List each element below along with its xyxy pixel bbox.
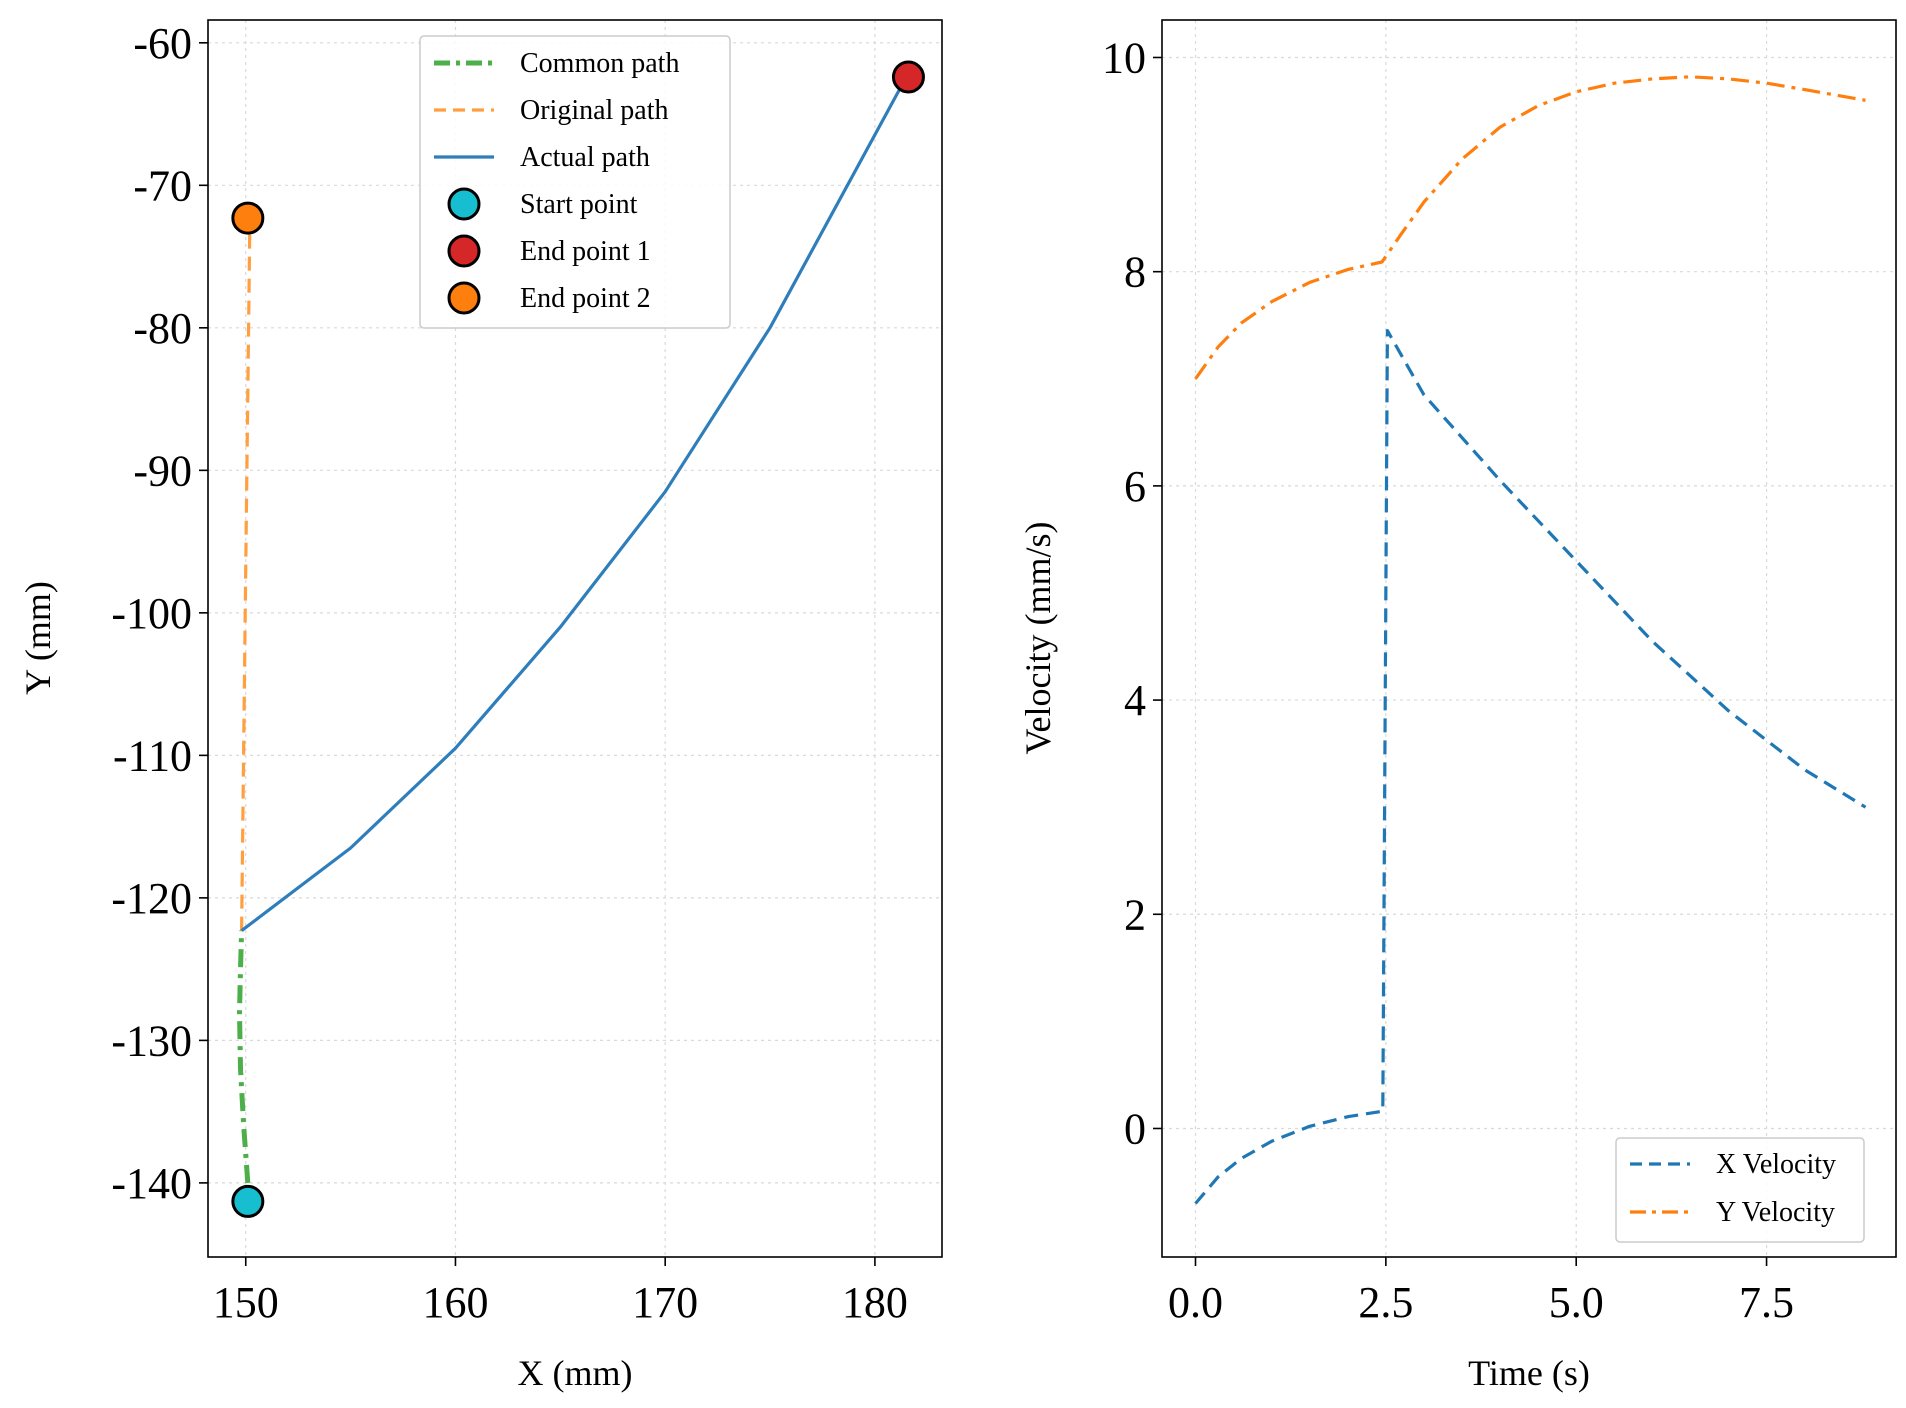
y-tick-label: -140 — [111, 1159, 192, 1208]
legend-label: X Velocity — [1716, 1149, 1836, 1180]
x-tick-label: 150 — [213, 1278, 279, 1327]
x-tick-label: 2.5 — [1358, 1278, 1413, 1327]
legend-label: End point 2 — [520, 283, 651, 314]
legend-label: Original path — [520, 95, 669, 126]
y-tick-label: 8 — [1124, 248, 1146, 297]
y-tick-label: -80 — [133, 304, 192, 353]
subplot-velocity: 0.0 2.5 5.0 7.5 0 2 4 6 8 10 Time (s) Velocity (m… — [1018, 19, 1897, 1393]
series-original-path — [240, 218, 252, 931]
series-actual-path — [240, 76, 908, 932]
y-tick-label: -130 — [111, 1016, 192, 1065]
y-tick-label: -100 — [111, 589, 192, 638]
y-tick-label: -60 — [133, 19, 192, 68]
y-tick-label: 2 — [1124, 890, 1146, 939]
y-tick-label: 6 — [1124, 462, 1146, 511]
axes-frame-left — [207, 19, 943, 1258]
y-axis-label-right: Velocity (mm/s) — [1018, 522, 1058, 755]
y-tick-label: -110 — [113, 731, 192, 780]
x-axis-label-left: X (mm) — [518, 1353, 633, 1393]
axes-frame-right — [1161, 19, 1897, 1258]
series-y-velocity — [1194, 75, 1866, 380]
plot-area-right — [1162, 20, 1896, 1257]
subplot-path: 150 160 170 180 -140 -130 -120 -110 -100 -90 -80 -7… — [18, 19, 943, 1393]
legend-right: X Velocity Y Velocity — [1615, 1137, 1865, 1243]
x-tick-label: 160 — [422, 1278, 488, 1327]
series-left — [237, 76, 908, 1184]
series-x-velocity — [1194, 329, 1867, 1205]
ticks-right: 0.0 2.5 5.0 7.5 0 2 4 6 8 10 — [1102, 33, 1794, 1327]
y-tick-label: -120 — [111, 874, 192, 923]
x-tick-label: 180 — [842, 1278, 908, 1327]
legend-label: Actual path — [520, 142, 650, 173]
y-tick-label: 4 — [1124, 676, 1146, 725]
ticks-left: 150 160 170 180 -140 -130 -120 -110 -100 -90 -80 -7… — [111, 19, 908, 1327]
legend-label: Y Velocity — [1716, 1197, 1835, 1228]
points-left — [231, 60, 925, 1218]
x-tick-label: 0.0 — [1168, 1278, 1223, 1327]
y-axis-label-left: Y (mm) — [18, 581, 58, 695]
series-right — [1194, 75, 1867, 1205]
legend-marker — [447, 234, 481, 268]
y-tick-label: -90 — [133, 446, 192, 495]
y-tick-label: 0 — [1124, 1104, 1146, 1153]
x-tick-label: 7.5 — [1739, 1278, 1794, 1327]
legend-left: Common path Original path Actual path Start… — [419, 35, 731, 329]
y-tick-label: -70 — [133, 161, 192, 210]
series-common-path — [237, 930, 251, 1184]
y-tick-label: 10 — [1102, 33, 1146, 82]
legend-label: End point 1 — [520, 236, 651, 267]
point-end-point-1 — [891, 60, 925, 94]
x-tick-label: 170 — [632, 1278, 698, 1327]
point-end-point-2 — [231, 201, 265, 235]
x-tick-label: 5.0 — [1549, 1278, 1604, 1327]
point-start-point — [231, 1184, 265, 1218]
x-axis-label-right: Time (s) — [1468, 1353, 1590, 1393]
legend-box — [419, 35, 731, 329]
legend-label: Common path — [520, 48, 679, 79]
legend-label: Start point — [520, 189, 638, 220]
legend-marker — [447, 281, 481, 315]
legend-marker — [447, 187, 481, 221]
